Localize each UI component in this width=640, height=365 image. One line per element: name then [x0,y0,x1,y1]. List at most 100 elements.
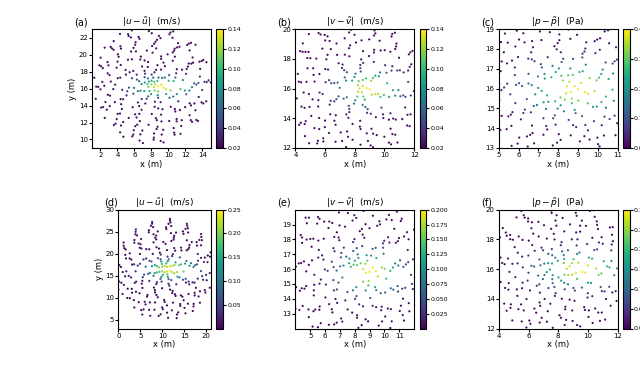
Y-axis label: y (m): y (m) [95,258,104,280]
Point [500,285,510,291]
Point [390,132,401,138]
Point [132,122,142,128]
Point [580,307,590,313]
Point [355,228,365,234]
Point [168,94,179,100]
Point [495,255,506,261]
Point [583,280,593,285]
Point [151,244,161,250]
Point [134,34,144,40]
Point [513,260,523,266]
Point [351,284,362,290]
Point [151,67,161,73]
Point [341,78,351,84]
Point [398,296,408,301]
Point [131,229,141,235]
Point [176,292,186,298]
Point [499,301,509,307]
Point [342,128,352,134]
Point [323,268,333,274]
Point [536,37,547,43]
Point [139,272,149,277]
Point [353,325,364,331]
Point [363,138,373,144]
Point [124,273,134,279]
Point [521,324,531,330]
Point [110,99,120,105]
Point [548,280,558,286]
Point [336,316,346,322]
Point [378,115,388,121]
Point [568,318,578,324]
Point [403,68,413,73]
Point [526,225,536,231]
Point [348,287,358,293]
Point [495,127,506,133]
Point [505,91,515,97]
Point [390,46,400,52]
Point [360,97,370,103]
Point [336,250,346,256]
Point [181,258,191,264]
Point [554,65,564,71]
Point [189,280,200,285]
Point [144,229,154,235]
Point [604,264,614,270]
Point [503,114,513,119]
Point [307,244,317,250]
Point [87,83,97,89]
Point [393,262,403,268]
Point [189,80,199,86]
Point [524,238,534,243]
Point [552,106,563,112]
Point [146,81,156,87]
Point [128,132,138,138]
Point [162,310,172,316]
Point [168,50,178,55]
Point [384,240,394,246]
Point [512,293,522,299]
Point [602,264,612,269]
Point [550,112,560,118]
Point [538,99,548,105]
Point [98,65,108,71]
Point [348,137,358,143]
Point [526,49,536,55]
Point [369,59,379,65]
Point [380,134,390,140]
Point [510,274,520,280]
Point [316,320,326,326]
Point [549,284,559,290]
Point [580,270,590,276]
Point [605,303,616,309]
Point [329,288,339,293]
Point [381,216,392,222]
Point [575,223,585,228]
Point [358,232,368,238]
Point [180,261,190,266]
Point [168,125,179,131]
Point [403,259,413,265]
Point [348,218,358,223]
Point [403,112,413,118]
Point [523,56,533,62]
Point [104,72,115,78]
Point [96,64,106,69]
Point [190,42,200,48]
Point [127,134,138,139]
Point [527,130,538,136]
Point [131,289,141,295]
Point [141,246,151,252]
Point [195,74,205,80]
Point [300,105,310,111]
Point [389,226,399,232]
Point [111,121,121,127]
Point [371,73,381,78]
Point [517,83,527,89]
Point [146,223,156,229]
Point [147,72,157,77]
Point [582,262,593,268]
Point [566,96,577,101]
Point [518,30,529,36]
Point [162,303,172,308]
